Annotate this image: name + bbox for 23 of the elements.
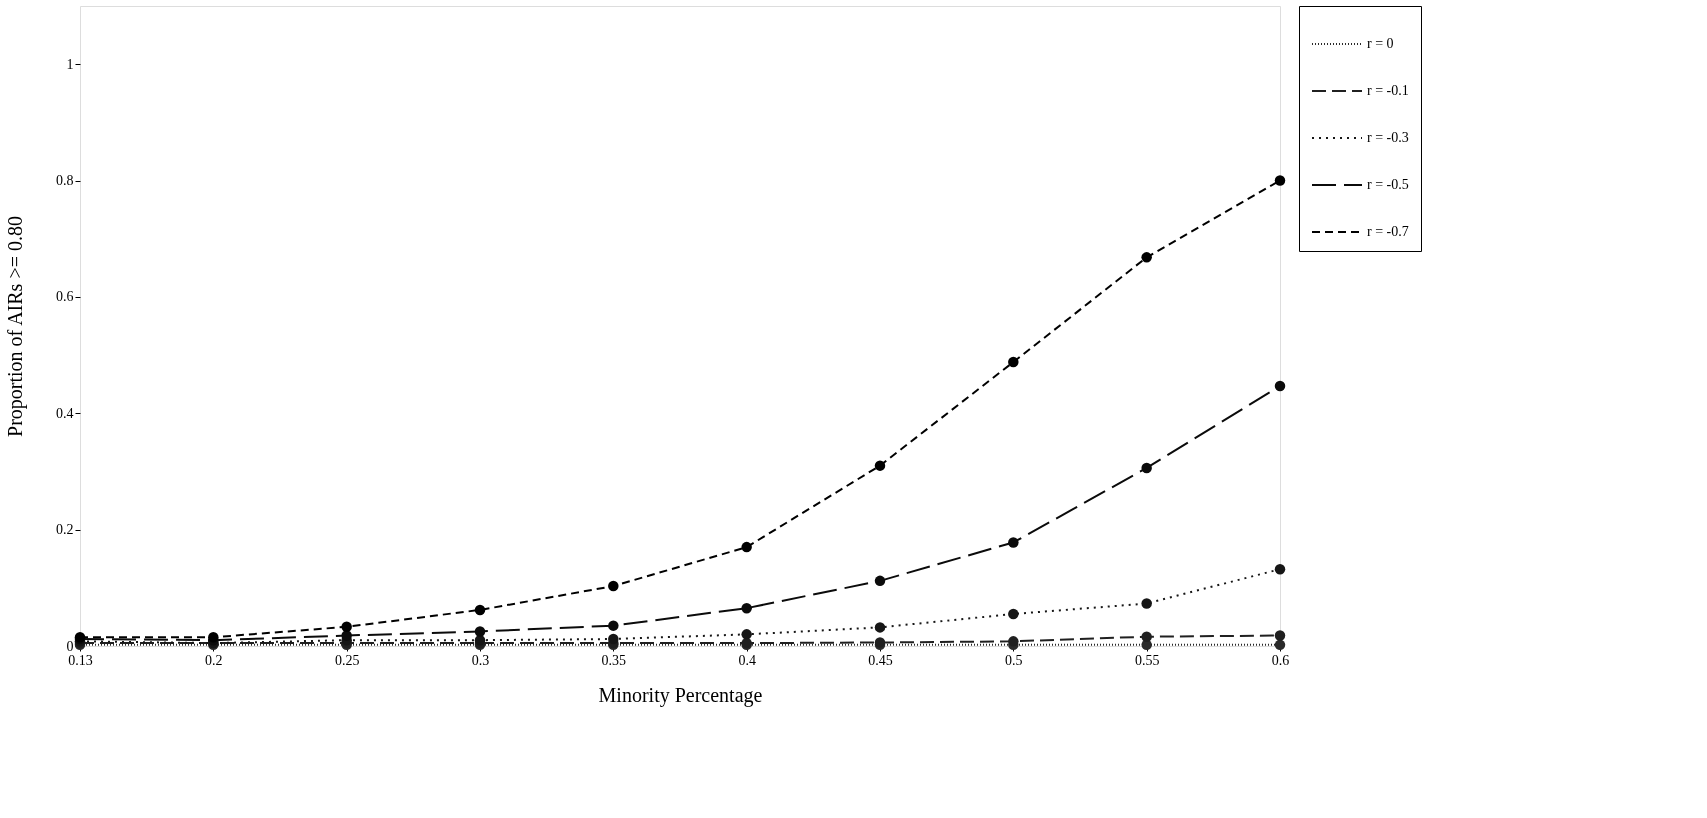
x-tick-label: 0.5: [1005, 652, 1023, 668]
legend-label: r = -0.1: [1367, 83, 1409, 98]
y-axis-title: Proportion of AIRs >= 0.80: [4, 216, 27, 437]
y-tick-label: 0.8: [56, 173, 74, 189]
x-tick-label: 0.3: [471, 652, 490, 668]
x-axis-title: Minority Percentage: [598, 683, 763, 707]
x-tick-label: 0.25: [334, 652, 360, 668]
y-tick-label: 1: [66, 56, 74, 72]
legend-label: r = 0: [1367, 36, 1394, 51]
legend-label: r = -0.5: [1367, 177, 1409, 192]
x-tick-label: 0.35: [601, 652, 627, 668]
x-tick-label: 0.4: [738, 652, 756, 668]
x-tick-label: 0.45: [868, 652, 893, 668]
legend-label: r = -0.7: [1367, 224, 1409, 239]
y-tick-label: 0: [66, 638, 74, 654]
x-tick-label: 0.6: [1271, 652, 1290, 668]
x-tick-label: 0.55: [1134, 652, 1160, 668]
y-tick-label: 0.2: [56, 522, 74, 538]
x-tick-label: 0.13: [68, 652, 93, 668]
y-tick-label: 0.6: [56, 289, 74, 305]
x-tick-label: 0.2: [205, 652, 223, 668]
legend-label: r = -0.3: [1367, 130, 1409, 145]
y-tick-label: 0.4: [56, 405, 74, 421]
